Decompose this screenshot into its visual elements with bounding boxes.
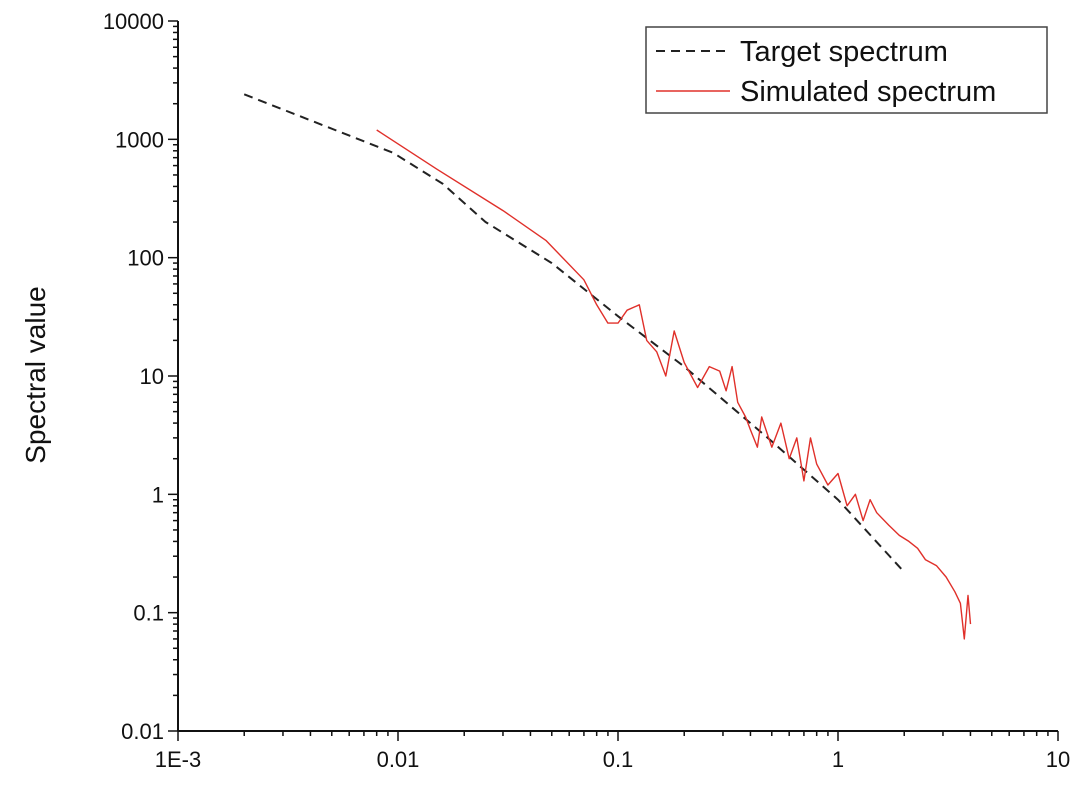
- x-tick-label: 0.01: [377, 747, 420, 772]
- y-tick-label: 0.01: [121, 719, 164, 744]
- legend-label-target: Target spectrum: [740, 36, 948, 68]
- target-spectrum-line: [243, 93, 905, 573]
- y-tick-label: 1000: [115, 127, 164, 152]
- x-tick-label: 1E-3: [155, 747, 201, 772]
- legend-box: [645, 26, 1048, 114]
- x-tick-label: 10: [1046, 747, 1070, 772]
- axes: 0.01 0.1 1 10 100 1000 10000 1E-3 0.01 0.1 1 10: [103, 9, 1070, 772]
- legend-label-simulated: Simulated spectrum: [740, 76, 996, 108]
- y-tick-label: 0.1: [133, 601, 164, 626]
- simulated-spectrum-line: [376, 129, 972, 640]
- x-tick-label: 0.1: [603, 747, 634, 772]
- series-layer: [243, 93, 972, 640]
- y-axis-title: Spectral value: [20, 286, 51, 463]
- y-tick-label: 10000: [103, 9, 164, 34]
- x-tick-label: 1: [832, 747, 844, 772]
- legend: Target spectrum Simulated spectrum: [645, 26, 1048, 114]
- y-tick-label: 10: [140, 364, 164, 389]
- y-tick-label: 1: [152, 482, 164, 507]
- y-tick-label: 100: [127, 246, 164, 271]
